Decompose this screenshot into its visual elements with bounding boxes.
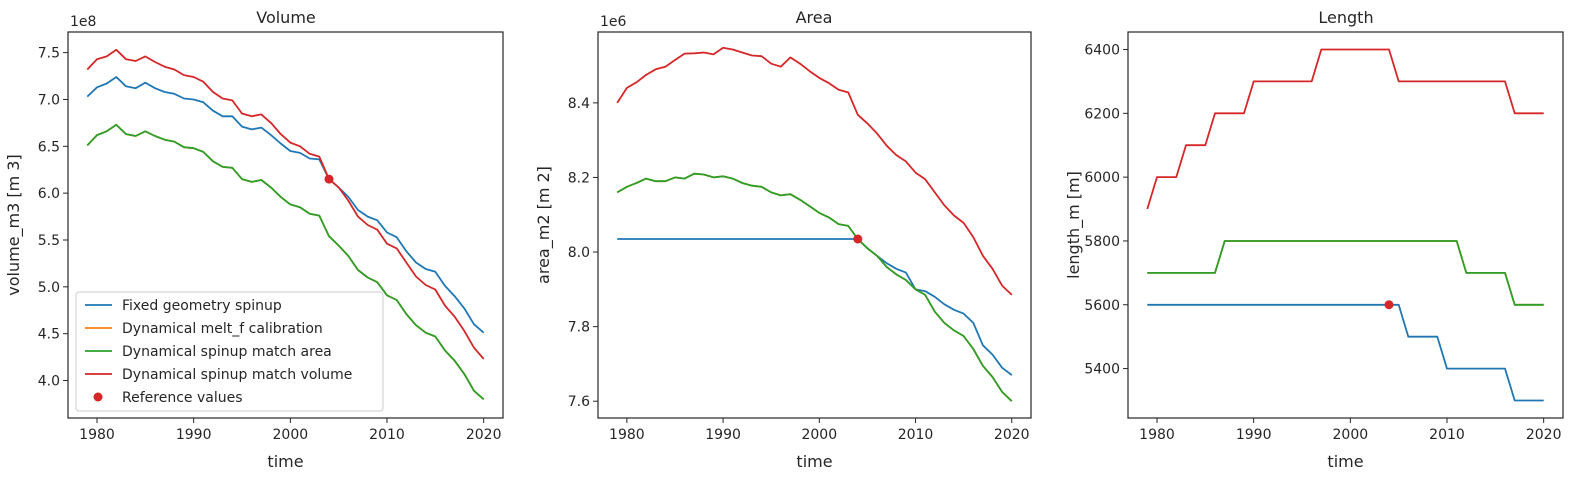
x-tick-label: 1980 <box>609 427 645 443</box>
series-line-fixed <box>1147 303 1544 402</box>
plot-frame <box>597 31 1032 419</box>
legend-label: Reference values <box>122 390 242 406</box>
x-tick-label: 2020 <box>1526 427 1562 443</box>
panel-title: Volume <box>256 8 316 27</box>
y-tick-label: 4.0 <box>38 374 60 390</box>
series-line-fixed <box>617 238 1013 376</box>
x-tick-label: 2010 <box>898 427 934 443</box>
y-tick-label: 8.4 <box>568 96 590 112</box>
x-axis-label: time <box>267 452 303 471</box>
x-tick-label: 1990 <box>176 427 212 443</box>
panel-area: Area 1e6 1980 1990 2000 2010 2020 7.6 7.8 8.0 8.2 8… <box>534 8 1032 471</box>
legend: Fixed geometry spinup Dynamical melt_f ca… <box>75 291 384 412</box>
x-tick-label: 2000 <box>1333 427 1369 443</box>
axis-multiplier: 1e8 <box>70 14 96 30</box>
series-line-match-volume <box>86 48 485 360</box>
x-tick-label: 1980 <box>1139 427 1175 443</box>
legend-swatch-reference <box>93 392 103 402</box>
panel-length: Length 1980 1990 2000 2010 2020 5400 5600 5800 60… <box>1064 8 1564 471</box>
y-tick-label: 7.6 <box>568 394 590 410</box>
x-tick-label: 2020 <box>994 427 1030 443</box>
series-line-match-area <box>616 172 1013 402</box>
y-tick-label: 8.2 <box>568 170 590 186</box>
y-tick-label: 6000 <box>1084 170 1120 186</box>
x-tick-label: 2000 <box>273 427 309 443</box>
x-axis-label: time <box>1327 452 1363 471</box>
series-line-match-area <box>86 123 485 400</box>
reference-point <box>853 234 863 244</box>
y-tick-label: 5600 <box>1084 298 1120 314</box>
y-tick-label: 6.0 <box>38 186 60 202</box>
legend-label: Fixed geometry spinup <box>122 298 282 314</box>
series-line-fixed <box>86 76 485 334</box>
x-axis-label: time <box>796 452 832 471</box>
legend-label: Dynamical spinup match area <box>122 344 332 360</box>
y-tick-label: 5.0 <box>38 280 60 296</box>
y-tick-label: 6200 <box>1084 106 1120 122</box>
y-tick-label: 7.0 <box>38 92 60 108</box>
y-tick-label: 6.5 <box>38 139 60 155</box>
legend-label: Dynamical spinup match volume <box>122 367 352 383</box>
x-tick-label: 2000 <box>801 427 837 443</box>
x-tick-label: 2010 <box>369 427 405 443</box>
plot-frame <box>1127 31 1564 419</box>
y-tick-label: 7.8 <box>568 320 590 336</box>
series-line-melt-f <box>616 172 1013 402</box>
series-group <box>1146 48 1544 402</box>
y-axis-label: area_m2 [m 2] <box>534 166 554 284</box>
y-tick-label: 7.5 <box>38 46 60 62</box>
x-tick-label: 1990 <box>705 427 741 443</box>
y-tick-label: 6400 <box>1084 43 1120 59</box>
x-tick-label: 2020 <box>466 427 502 443</box>
series-line-match-volume <box>616 46 1013 296</box>
panel-volume: Volume 1e8 1980 1990 2000 2010 2020 4.0 4.5 5.0 5.… <box>4 8 504 471</box>
series-line-match-volume <box>1146 48 1544 210</box>
y-axis-label: length_m [m] <box>1064 171 1084 279</box>
axis-multiplier: 1e6 <box>600 14 627 30</box>
series-group <box>86 48 485 400</box>
x-tick-label: 1990 <box>1236 427 1272 443</box>
reference-point <box>324 174 334 184</box>
legend-label: Dynamical melt_f calibration <box>122 321 323 337</box>
legend-box <box>75 291 384 412</box>
y-axis-label: volume_m3 [m 3] <box>4 154 24 295</box>
series-line-match-area <box>1147 240 1544 306</box>
x-tick-label: 2010 <box>1429 427 1465 443</box>
y-tick-label: 4.5 <box>38 327 60 343</box>
panel-title: Length <box>1318 8 1373 27</box>
y-tick-label: 5800 <box>1084 234 1120 250</box>
series-group <box>616 46 1013 402</box>
y-tick-label: 5400 <box>1084 362 1120 378</box>
plot-frame <box>67 31 504 419</box>
panel-title: Area <box>796 8 833 27</box>
reference-point <box>1384 300 1394 310</box>
y-tick-label: 8.0 <box>568 245 590 261</box>
y-tick-label: 5.5 <box>38 233 60 249</box>
x-tick-label: 1980 <box>79 427 115 443</box>
